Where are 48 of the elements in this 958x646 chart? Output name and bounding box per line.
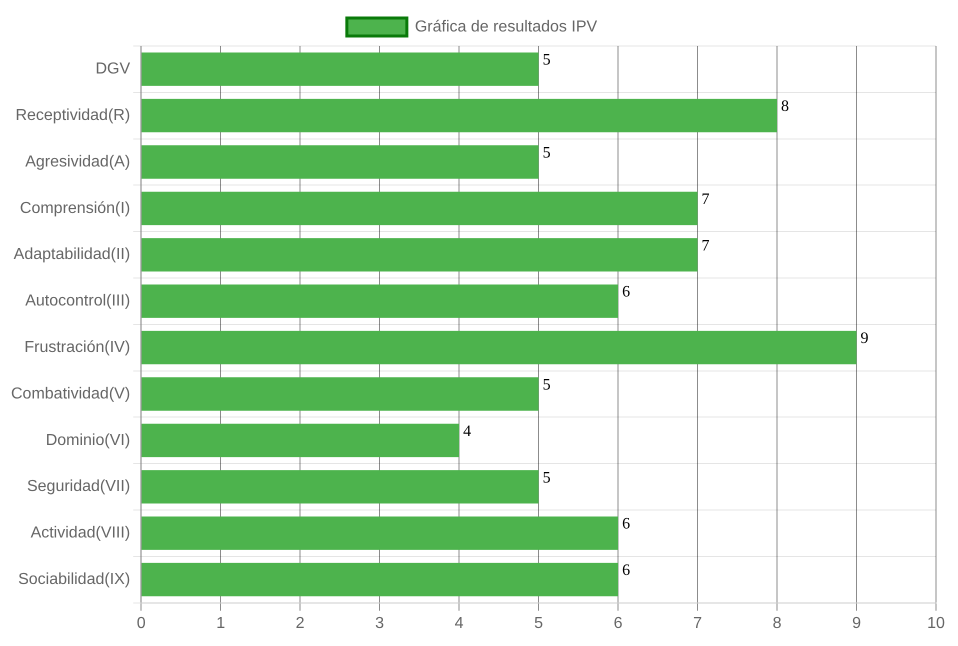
x-tick-label: 7	[693, 614, 702, 632]
data-label: 6	[622, 516, 630, 533]
y-tick-label: Seguridad(VII)	[26, 478, 130, 496]
bar	[142, 562, 618, 596]
x-tick-label: 8	[772, 614, 782, 632]
bar	[142, 516, 618, 550]
data-label: 5	[542, 52, 551, 69]
data-label: 7	[702, 237, 710, 254]
x-tick-label: 1	[216, 614, 226, 632]
data-label: 5	[542, 469, 551, 486]
y-tick-label: Autocontrol(III)	[25, 292, 130, 310]
y-tick-label: Frustración(IV)	[24, 339, 130, 356]
x-tick-label: 5	[534, 614, 544, 632]
y-tick-label: Dominio(VI)	[46, 432, 130, 449]
bar	[142, 98, 778, 132]
data-label: 9	[860, 330, 869, 348]
y-tick-label: DGV	[95, 60, 130, 78]
bar	[142, 284, 618, 318]
bar	[142, 145, 539, 179]
y-tick-label: Combatividad(V)	[11, 385, 130, 402]
bar	[142, 330, 857, 364]
data-label: 4	[463, 422, 472, 440]
x-tick-label: 10	[927, 614, 945, 632]
x-tick-label: 4	[454, 614, 464, 632]
data-label: 6	[622, 284, 630, 301]
x-tick-label: 2	[296, 614, 305, 632]
y-tick-label: Comprensión(I)	[20, 200, 130, 217]
bar	[142, 192, 698, 226]
data-label: 6	[622, 562, 630, 580]
bar	[142, 238, 698, 272]
data-label: 5	[542, 376, 551, 394]
x-tick-label: 6	[614, 614, 623, 632]
bar	[142, 424, 460, 458]
y-tick-label: Sociabilidad(IX)	[18, 571, 130, 588]
data-label: 7	[702, 190, 710, 208]
y-tick-label: Adaptabilidad(II)	[14, 246, 130, 264]
data-label: 8	[781, 98, 790, 116]
bar	[142, 470, 539, 504]
x-tick-label: 3	[375, 614, 384, 632]
data-label: 5	[542, 144, 551, 162]
y-tick-label: Actividad(VIII)	[30, 524, 130, 542]
x-tick-label: 9	[852, 614, 862, 632]
x-tick-label: 0	[136, 614, 146, 632]
bar	[142, 377, 539, 411]
legend-label: Gráfica de resultados IPV	[414, 18, 598, 36]
bar	[142, 52, 539, 86]
y-tick-label: Agresividad(A)	[25, 153, 130, 170]
y-tick-label: Receptividad(R)	[15, 107, 130, 124]
